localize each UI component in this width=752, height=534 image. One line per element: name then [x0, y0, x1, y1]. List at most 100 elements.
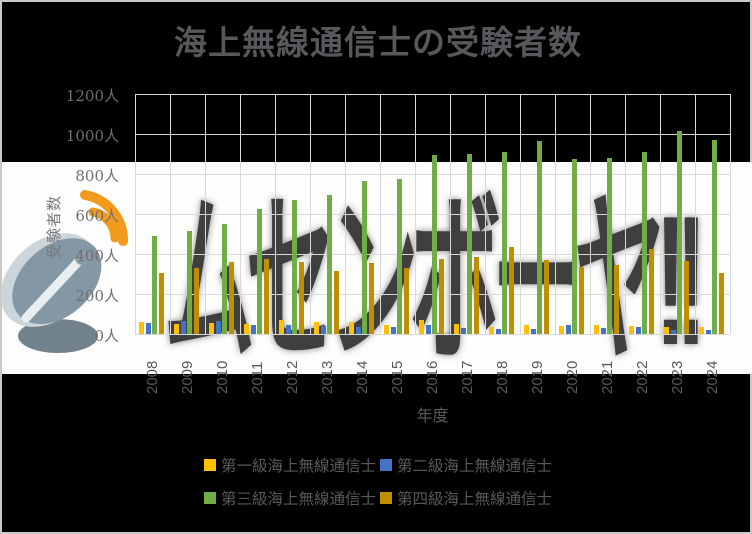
background-stripe: [2, 162, 752, 374]
bar-第三級海上無線通信士-2008: [152, 236, 158, 334]
chart-title: 海上無線通信士の受験者数: [174, 24, 582, 61]
bar-第一級海上無線通信士-2012: [279, 320, 285, 334]
legend-label: 第三級海上無線通信士: [220, 491, 376, 508]
y-tick-label: 0人: [94, 327, 119, 345]
legend-item-2: 第二級海上無線通信士: [380, 454, 552, 476]
bar-第三級海上無線通信士-2010: [222, 224, 228, 334]
bar-第三級海上無線通信士-2018: [502, 152, 508, 334]
x-tick-label: 2023: [668, 360, 686, 394]
bar-第三級海上無線通信士-2013: [327, 195, 333, 334]
bar-第二級海上無線通信士-2016: [425, 325, 431, 334]
bar-第一級海上無線通信士-2013: [314, 322, 320, 334]
x-tick-label: 2022: [633, 360, 651, 394]
bar-第四級海上無線通信士-2016: [438, 259, 444, 334]
legend-swatch: [380, 492, 392, 504]
bar-第二級海上無線通信士-2024: [705, 330, 711, 334]
bar-第一級海上無線通信士-2016: [419, 320, 425, 334]
legend-swatch: [380, 459, 392, 471]
bar-第四級海上無線通信士-2017: [473, 257, 479, 334]
bar-第四級海上無線通信士-2009: [193, 268, 199, 334]
x-tick-label: 2017: [458, 360, 476, 394]
bar-第一級海上無線通信士-2020: [559, 326, 565, 334]
y-tick-label: 600人: [75, 207, 119, 225]
bar-第二級海上無線通信士-2015: [390, 327, 396, 334]
legend-item-4: 第四級海上無線通信士: [380, 487, 552, 509]
bar-第四級海上無線通信士-2023: [683, 261, 689, 334]
bar-第二級海上無線通信士-2011: [250, 325, 256, 334]
x-tick-label: 2015: [388, 360, 406, 394]
bar-第二級海上無線通信士-2010: [215, 321, 221, 334]
gridline-horizontal: [135, 94, 730, 95]
y-tick-label: 200人: [75, 287, 119, 305]
bar-第三級海上無線通信士-2015: [397, 179, 403, 334]
bar-第二級海上無線通信士-2023: [670, 330, 676, 334]
bar-第一級海上無線通信士-2009: [174, 324, 180, 334]
bar-第四級海上無線通信士-2021: [613, 265, 619, 334]
bar-第四級海上無線通信士-2012: [298, 262, 304, 334]
bar-第二級海上無線通信士-2012: [285, 325, 291, 334]
bar-第三級海上無線通信士-2009: [187, 231, 193, 334]
bar-第二級海上無線通信士-2017: [460, 328, 466, 334]
x-tick-label: 2016: [423, 360, 441, 394]
bar-第四級海上無線通信士-2008: [158, 273, 164, 334]
legend-label: 第四級海上無線通信士: [397, 491, 553, 508]
bar-第二級海上無線通信士-2020: [565, 325, 571, 334]
legend-row: 第三級海上無線通信士 第四級海上無線通信士: [2, 487, 752, 509]
bar-第一級海上無線通信士-2011: [244, 324, 250, 334]
x-tick-label: 2014: [353, 360, 371, 394]
legend-row: 第一級海上無線通信士 第二級海上無線通信士: [2, 454, 752, 476]
bar-第二級海上無線通信士-2019: [530, 329, 536, 334]
legend-swatch: [203, 459, 216, 471]
bar-第四級海上無線通信士-2013: [333, 271, 339, 334]
y-tick-label: 400人: [75, 247, 119, 265]
bar-第三級海上無線通信士-2016: [432, 155, 438, 334]
gridline-horizontal: [135, 134, 730, 135]
bar-第四級海上無線通信士-2018: [508, 247, 514, 334]
x-tick-label: 2011: [248, 361, 266, 394]
bar-第一級海上無線通信士-2008: [139, 322, 145, 334]
bar-第四級海上無線通信士-2011: [263, 259, 269, 334]
x-tick-label: 2019: [528, 360, 546, 394]
legend-item-3: 第三級海上無線通信士: [203, 487, 376, 509]
legend-swatch: [203, 492, 216, 504]
bar-第四級海上無線通信士-2014: [368, 263, 374, 334]
bar-第四級海上無線通信士-2019: [543, 260, 549, 334]
bar-第二級海上無線通信士-2013: [320, 326, 326, 334]
x-tick-label: 2008: [143, 360, 161, 394]
legend-item-1: 第一級海上無線通信士: [203, 454, 376, 476]
bar-第四級海上無線通信士-2015: [403, 268, 409, 334]
bar-第一級海上無線通信士-2023: [664, 327, 670, 334]
x-tick-label: 2021: [598, 360, 616, 394]
x-tick-label: 2010: [213, 360, 231, 394]
bar-第一級海上無線通信士-2022: [629, 326, 635, 334]
legend: 第一級海上無線通信士 第二級海上無線通信士第三級海上無線通信士 第四級海上無線通信士: [2, 454, 752, 520]
y-tick-label: 1000人: [65, 127, 119, 145]
x-tick-label: 2012: [283, 360, 301, 394]
bar-第一級海上無線通信士-2019: [524, 325, 530, 334]
bar-第一級海上無線通信士-2017: [454, 324, 460, 334]
legend-label: 第二級海上無線通信士: [397, 458, 553, 475]
y-tick-label: 800人: [75, 167, 119, 185]
bar-第三級海上無線通信士-2023: [677, 131, 683, 334]
bar-第三級海上無線通信士-2014: [362, 181, 368, 334]
bar-第二級海上無線通信士-2021: [600, 328, 606, 334]
bar-第一級海上無線通信士-2010: [209, 323, 215, 334]
x-tick-label: 2013: [318, 360, 336, 394]
bar-第三級海上無線通信士-2012: [292, 200, 298, 334]
x-tick-label: 2009: [178, 360, 196, 394]
x-tick-label: 2020: [563, 360, 581, 394]
gridline-horizontal: [135, 334, 730, 335]
x-tick-label: 2018: [493, 360, 511, 394]
x-axis-title: 年度: [416, 408, 449, 425]
y-tick-label: 1200人: [65, 87, 119, 105]
bar-第三級海上無線通信士-2017: [467, 154, 473, 334]
bar-第四級海上無線通信士-2022: [648, 249, 654, 334]
bar-第三級海上無線通信士-2022: [642, 152, 648, 334]
bar-第二級海上無線通信士-2009: [180, 321, 186, 334]
satellite-dish-icon: [0, 190, 129, 353]
bar-第四級海上無線通信士-2020: [578, 267, 584, 334]
bar-第三級海上無線通信士-2021: [607, 158, 613, 334]
plot-area: [135, 94, 731, 335]
bar-第四級海上無線通信士-2024: [718, 273, 724, 334]
